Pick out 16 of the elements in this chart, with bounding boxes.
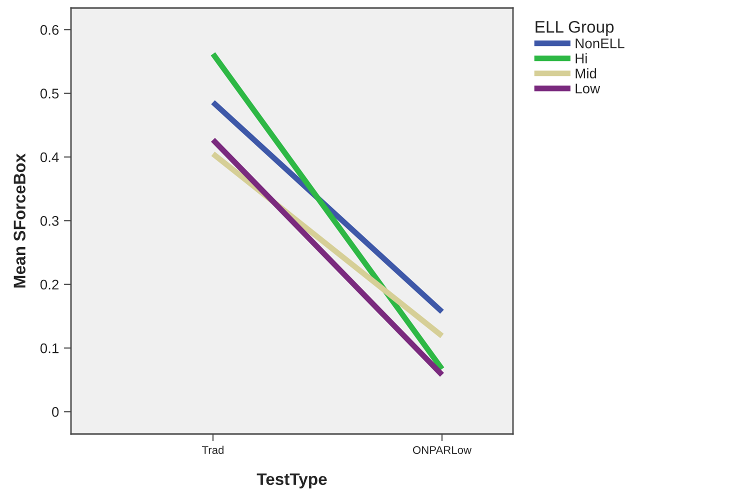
legend-label: Hi: [576, 53, 587, 64]
x-tick-label: ONPARLow: [412, 446, 472, 454]
y-tick-label: 0.1: [40, 343, 59, 354]
y-tick-label: 0.6: [40, 24, 59, 35]
x-tick-label: Trad: [202, 446, 224, 454]
y-tick-label: 0.4: [40, 152, 59, 162]
y-tick-label: 0.5: [40, 88, 59, 98]
legend-label: Low: [576, 84, 600, 94]
y-axis-title: Mean SForceBox: [14, 154, 26, 288]
y-tick-label: 0: [52, 407, 59, 417]
legend-label: NonELL: [576, 38, 624, 48]
y-tick-label: 0.3: [40, 216, 59, 226]
x-axis-title: TestType: [256, 473, 327, 488]
legend-title: ELL Group: [536, 20, 614, 36]
y-tick-label: 0.2: [40, 280, 58, 290]
legend-label: Mid: [576, 68, 596, 78]
